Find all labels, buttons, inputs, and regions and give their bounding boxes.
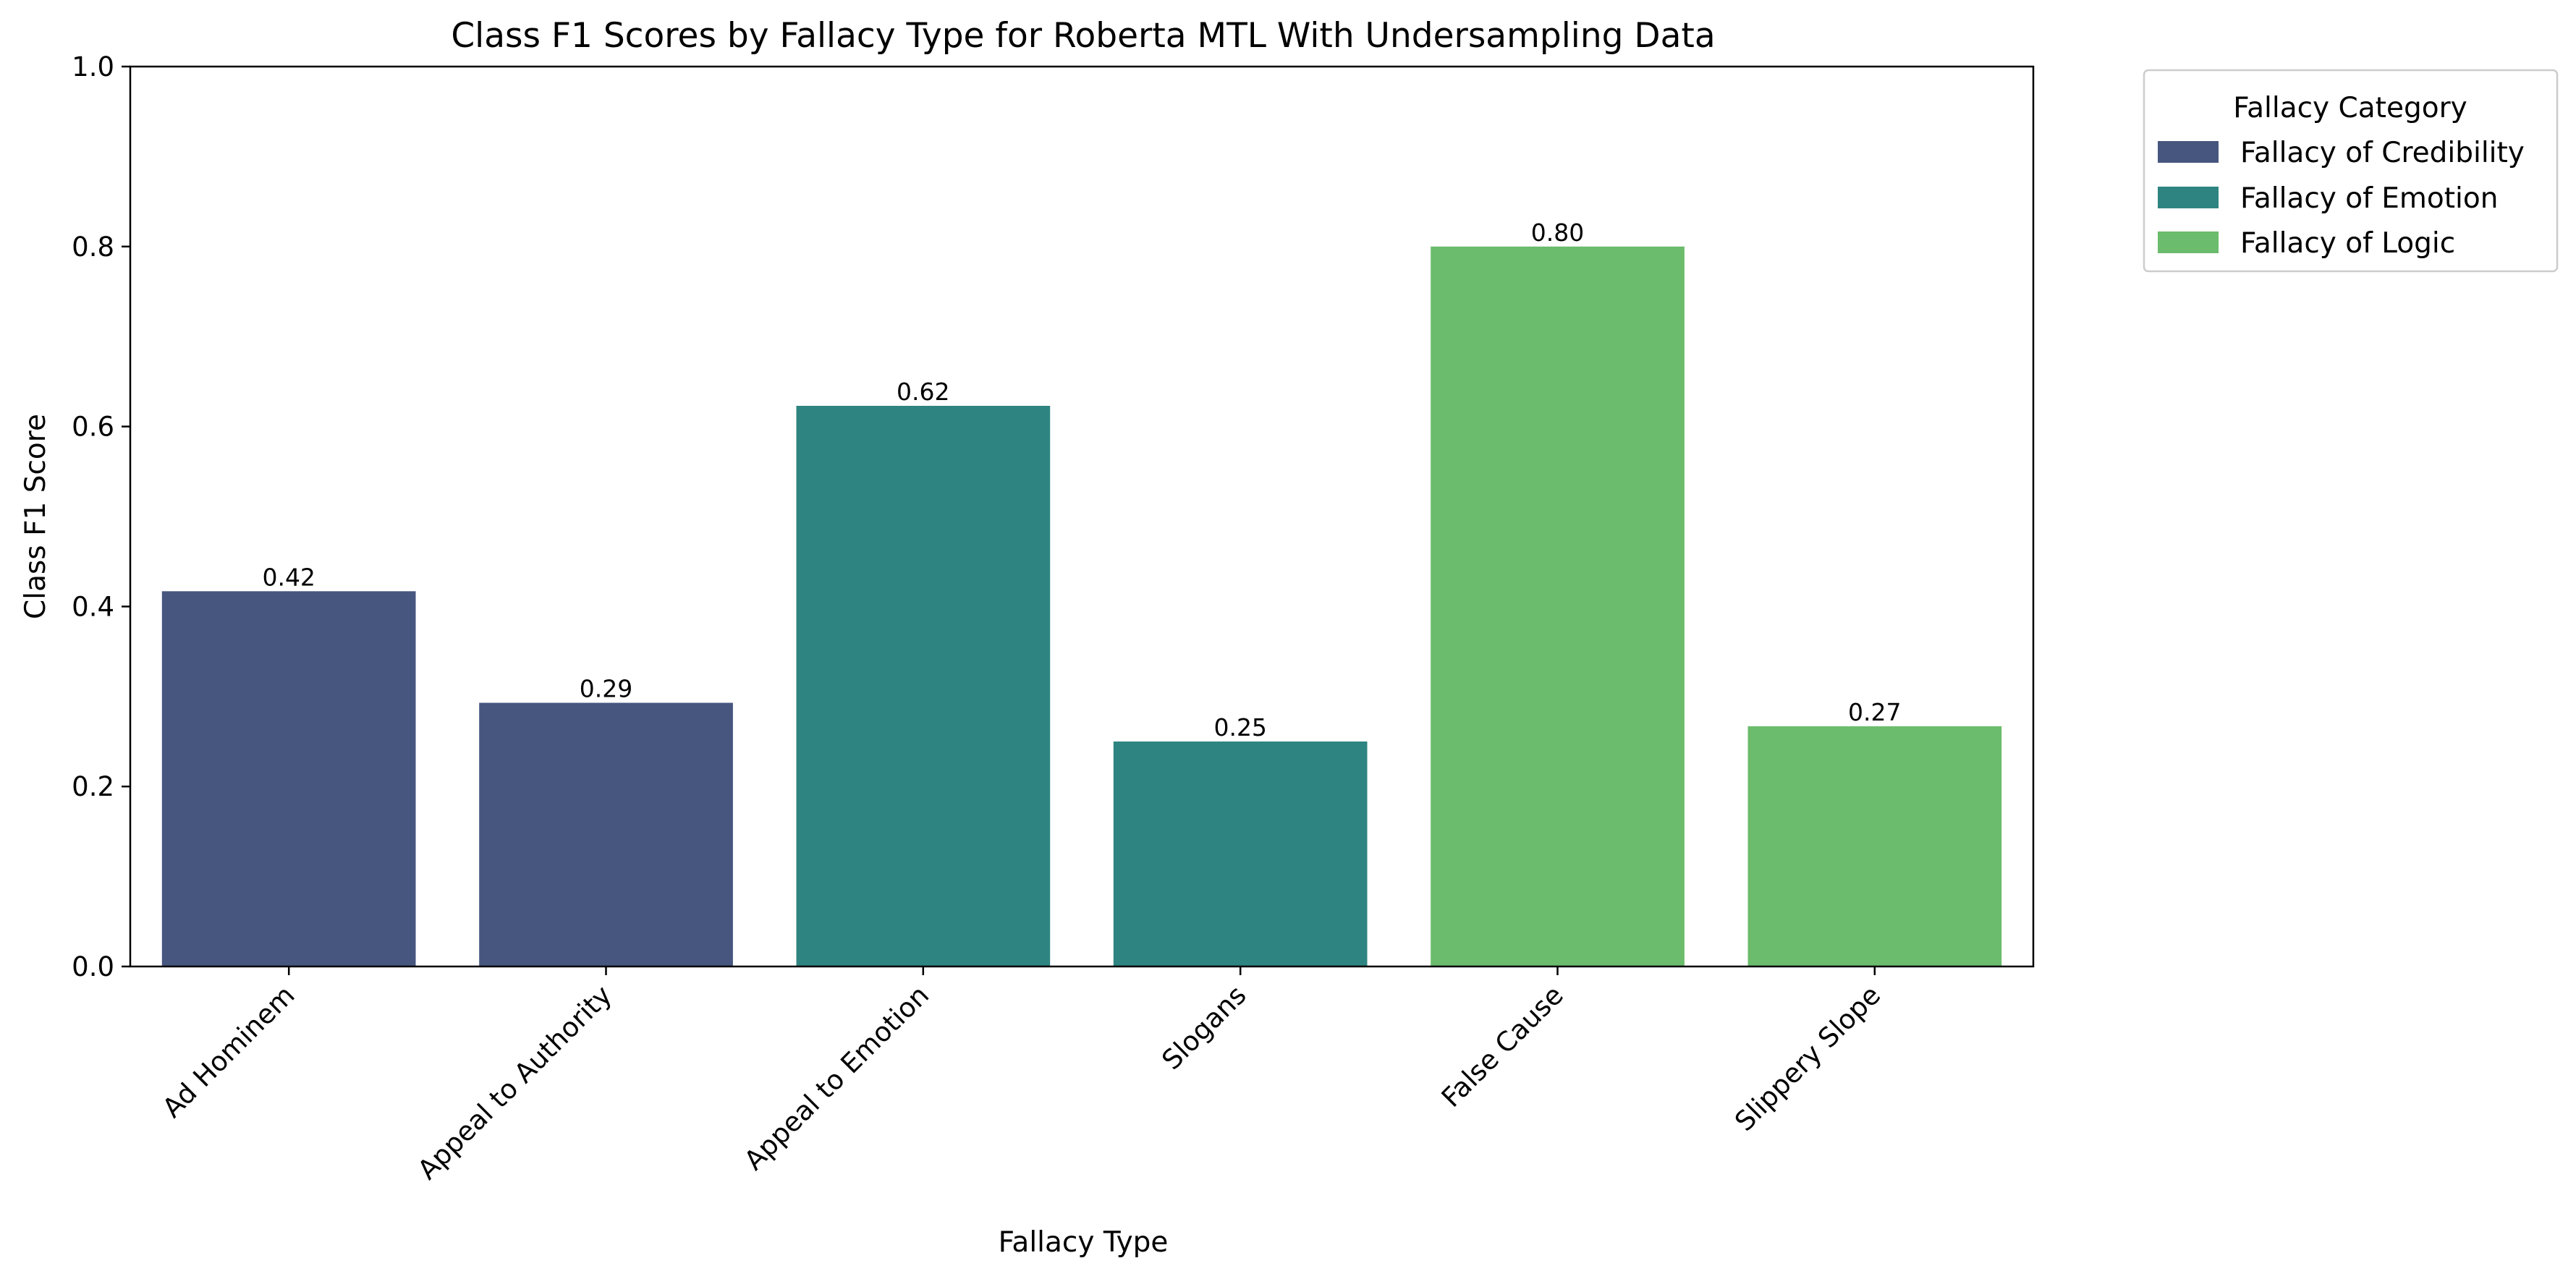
y-tick-label: 0.4 <box>72 591 114 622</box>
bar-appeal-to-emotion <box>796 406 1051 966</box>
chart-title: Class F1 Scores by Fallacy Type for Robe… <box>451 16 1715 56</box>
bar-value-label: 0.80 <box>1531 218 1584 247</box>
legend-title: Fallacy Category <box>2233 92 2467 124</box>
legend-swatch-logic <box>2158 231 2219 253</box>
plot-frame <box>129 65 2035 968</box>
y-tick-label: 0.8 <box>72 231 114 263</box>
legend: Fallacy Category Fallacy of Credibility … <box>2143 69 2559 273</box>
bar-value-label: 0.29 <box>580 675 632 703</box>
legend-label-logic: Fallacy of Logic <box>2240 227 2455 260</box>
legend-swatch-emotion <box>2158 187 2219 208</box>
bar-value-label: 0.42 <box>262 563 315 591</box>
bar-slippery-slope <box>1747 726 2002 966</box>
bar-value-label: 0.62 <box>897 378 949 406</box>
bar-value-label: 0.27 <box>1848 698 1901 726</box>
legend-label-credibility: Fallacy of Credibility <box>2240 137 2525 169</box>
legend-label-emotion: Fallacy of Emotion <box>2240 182 2498 215</box>
x-axis-label: Fallacy Type <box>999 1226 1169 1259</box>
y-tick-label: 1.0 <box>72 51 114 82</box>
bar-slogans <box>1113 742 1368 966</box>
y-axis: 0.0 0.2 0.4 0.6 0.8 1.0 <box>72 51 130 982</box>
bar-false-cause <box>1431 246 1685 966</box>
y-axis-label: Class F1 Score <box>20 414 52 619</box>
y-tick-label: 0.0 <box>72 951 114 982</box>
legend-swatch-credibility <box>2158 141 2219 163</box>
y-tick-label: 0.6 <box>72 412 114 443</box>
bar-labels-group: 0.42 0.29 0.62 0.25 0.80 0.27 <box>262 218 1901 742</box>
bar-value-label: 0.25 <box>1213 713 1266 742</box>
bars-group <box>161 246 2002 966</box>
y-tick-label: 0.2 <box>72 771 114 802</box>
bar-ad-hominem <box>161 591 416 966</box>
bar-appeal-to-authority <box>479 702 733 966</box>
legend-frame <box>2143 69 2559 273</box>
